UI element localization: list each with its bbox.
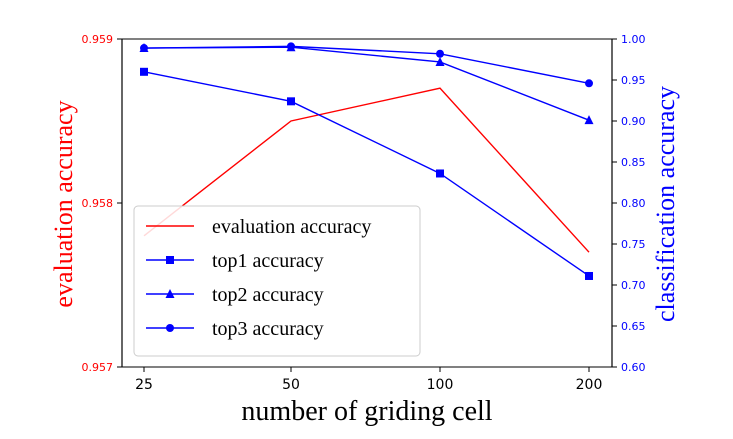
legend-entry: evaluation accuracy: [146, 216, 371, 238]
legend-label: top1 accuracy: [212, 250, 324, 272]
left-tick-label: 0.958: [82, 197, 114, 210]
legend-label: evaluation accuracy: [212, 216, 371, 238]
left-y-axis-ticks: 0.957 0.958 0.959: [82, 33, 122, 374]
left-tick-label: 0.957: [82, 361, 114, 374]
right-tick-label: 0.95: [621, 74, 646, 87]
series-evaluation-accuracy: [143, 87, 590, 253]
series-layer: [139, 42, 594, 280]
series-line: [143, 46, 590, 121]
series-line: [143, 45, 590, 84]
data-point-circle: [140, 44, 148, 53]
series-top3-accuracy: [140, 42, 593, 88]
right-tick-label: 0.90: [621, 115, 646, 128]
legend-marker: [166, 256, 174, 264]
right-tick-label: 0.60: [621, 361, 646, 374]
legend-entry: top1 accuracy: [146, 250, 324, 272]
data-point-circle: [585, 79, 593, 88]
legend: evaluation accuracy top1 accuracy top2 acc…: [133, 205, 421, 357]
legend-box: [133, 205, 421, 357]
data-point-triangle: [584, 115, 594, 125]
legend-entry: top3 accuracy: [146, 318, 324, 340]
right-tick-label: 0.80: [621, 197, 646, 210]
left-y-axis-title: evaluation accuracy: [49, 100, 78, 307]
legend-entry: top2 accuracy: [146, 284, 324, 306]
right-tick-label: 0.70: [621, 279, 646, 292]
data-point-square: [585, 271, 593, 280]
right-y-axis-title: classification accuracy: [651, 86, 680, 322]
x-tick-label: 50: [282, 377, 300, 393]
series-top2-accuracy: [139, 42, 594, 125]
right-tick-label: 0.75: [621, 238, 646, 251]
data-point-circle: [287, 42, 295, 51]
data-point-square: [436, 169, 444, 178]
x-tick-label: 200: [576, 377, 603, 393]
data-point-circle: [436, 49, 444, 58]
legend-label: top2 accuracy: [212, 284, 324, 306]
x-tick-label: 25: [135, 377, 153, 393]
right-tick-label: 0.85: [621, 156, 646, 169]
series-line: [143, 87, 590, 253]
series-top1-accuracy: [140, 67, 593, 280]
x-axis-title: number of griding cell: [241, 396, 492, 427]
right-y-axis-ticks: 0.60 0.65 0.70 0.75 0.80 0.85 0.90 0.95 1.00: [612, 33, 646, 374]
left-tick-label: 0.959: [82, 33, 114, 46]
legend-label: top3 accuracy: [212, 318, 324, 340]
data-point-triangle: [435, 56, 445, 66]
right-tick-label: 0.65: [621, 320, 646, 333]
legend-marker: [166, 324, 174, 332]
x-axis-ticks: 25 50 100 200: [135, 367, 602, 393]
series-line: [143, 71, 590, 277]
legend-marker: [165, 289, 175, 298]
data-point-square: [287, 97, 295, 106]
right-tick-label: 1.00: [621, 33, 646, 46]
data-point-square: [140, 67, 148, 76]
x-tick-label: 100: [427, 377, 454, 393]
